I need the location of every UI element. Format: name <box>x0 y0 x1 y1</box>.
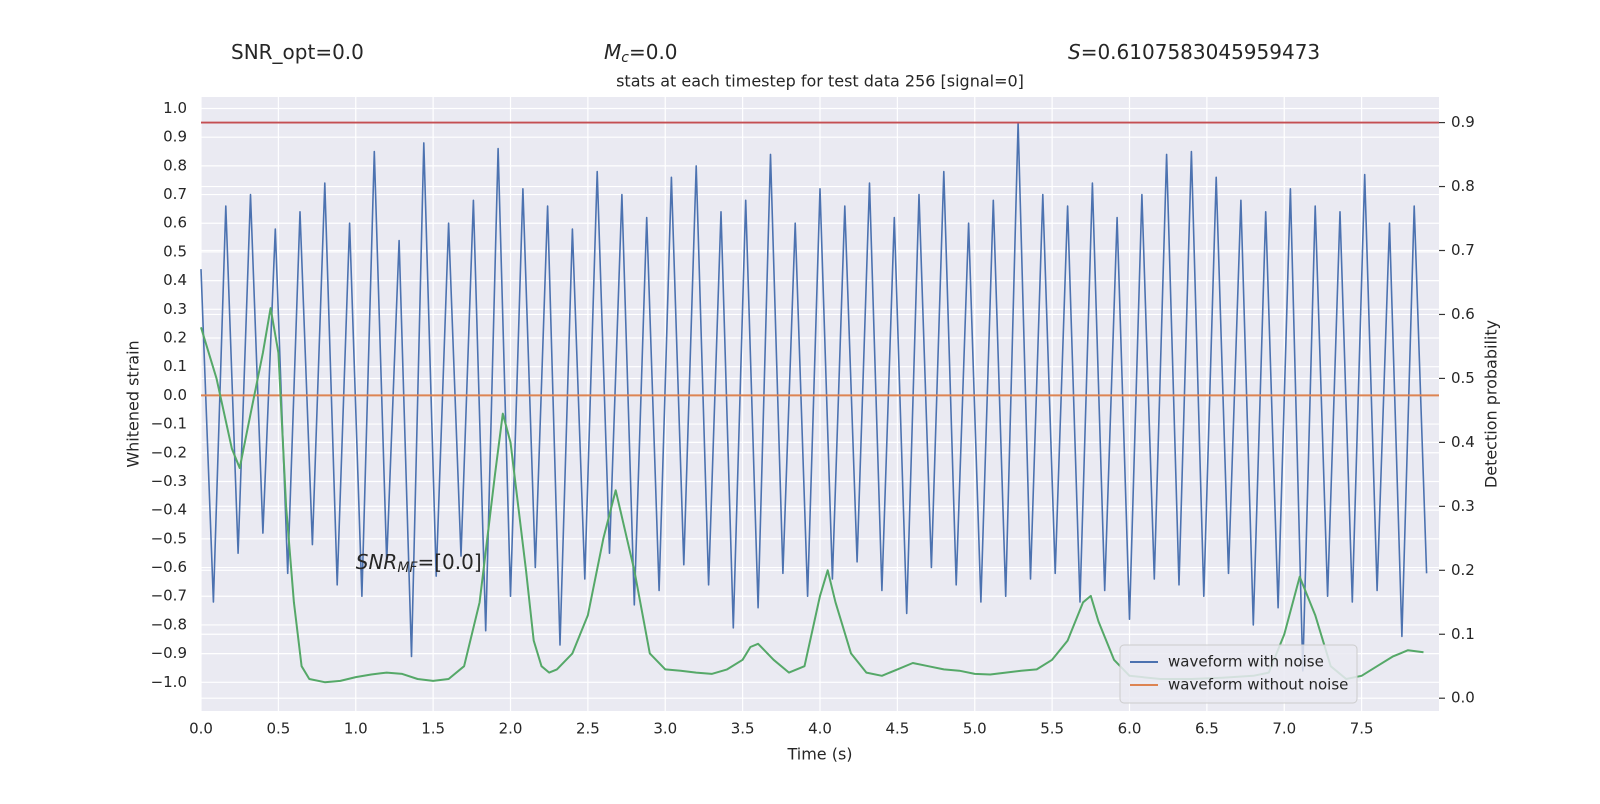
x-tick-label: 3.0 <box>653 720 677 738</box>
y-tick-label: 0.3 <box>163 300 187 318</box>
y-tick-label: 0.6 <box>163 214 187 232</box>
annotation-text: SNR_opt=0.0 <box>231 40 364 64</box>
annotation-var: SNR <box>356 550 398 574</box>
y-tick-label: 0.1 <box>163 357 187 375</box>
y2-tick-label: 0.6 <box>1451 305 1475 323</box>
y-tick-label: −0.1 <box>151 415 187 433</box>
x-tick-label: 6.0 <box>1118 720 1142 738</box>
x-tick-label: 1.5 <box>421 720 445 738</box>
x-tick-label: 2.5 <box>576 720 600 738</box>
annotation: S=0.6107583045959473 <box>1068 40 1320 64</box>
legend-label: waveform with noise <box>1168 653 1324 671</box>
y-tick-label: 0.2 <box>163 329 187 347</box>
y2-tick-label: 0.5 <box>1451 369 1475 387</box>
x-tick-label: 2.0 <box>499 720 523 738</box>
y-tick-label: 0.8 <box>163 156 187 174</box>
y2-tick-label: 0.9 <box>1451 113 1475 131</box>
annotation-rest: =0.0 <box>629 40 678 64</box>
y-tick-label: 0.4 <box>163 271 187 289</box>
chart-title: stats at each timestep for test data 256… <box>616 72 1024 91</box>
x-tick-label: 4.0 <box>808 720 832 738</box>
y-tick-label: 0.0 <box>163 386 187 404</box>
annotation-sub: c <box>621 50 629 66</box>
annotation-rest: =[0.0] <box>417 550 481 574</box>
annotation-var: M <box>604 40 621 64</box>
x-tick-label: 7.0 <box>1272 720 1296 738</box>
x-tick-label: 0.0 <box>189 720 213 738</box>
x-tick-label: 7.5 <box>1350 720 1374 738</box>
series-line <box>200 122 1428 672</box>
y-tick-label: −0.3 <box>151 472 187 490</box>
annotation-var: S <box>1068 40 1081 64</box>
x-axis-label: Time (s) <box>786 745 852 764</box>
y-tick-label: −0.7 <box>151 587 187 605</box>
y2-tick-label: 0.3 <box>1451 497 1475 515</box>
y-tick-label: −0.6 <box>151 558 187 576</box>
y-axis-label: Whitened strain <box>124 340 143 467</box>
annotation-rest: =0.6107583045959473 <box>1081 40 1320 64</box>
y-tick-label: −0.9 <box>151 644 187 662</box>
x-tick-label: 0.5 <box>266 720 290 738</box>
annotation: Mc=0.0 <box>604 40 678 67</box>
legend-box <box>1119 644 1358 704</box>
y2-tick-label: 0.1 <box>1451 625 1475 643</box>
y-tick-label: 0.5 <box>163 242 187 260</box>
y2-tick-label: 0.4 <box>1451 433 1475 451</box>
y2-tick-label: 0.8 <box>1451 177 1475 195</box>
y-tick-label: −0.8 <box>151 615 187 633</box>
y-tick-label: −1.0 <box>151 673 187 691</box>
annotation: SNRMF=[0.0] <box>356 550 482 577</box>
y-tick-label: 1.0 <box>163 99 187 117</box>
x-tick-label: 5.5 <box>1040 720 1064 738</box>
y-tick-label: −0.5 <box>151 529 187 547</box>
y2-tick-label: 0.0 <box>1451 689 1475 707</box>
y-tick-label: −0.2 <box>151 443 187 461</box>
y2-tick-label: 0.7 <box>1451 241 1475 259</box>
y-tick-label: 0.9 <box>163 128 187 146</box>
legend-label: waveform without noise <box>1168 676 1348 694</box>
annotation: SNR_opt=0.0 <box>231 40 364 64</box>
x-tick-label: 4.5 <box>885 720 909 738</box>
y2-axis-label: Detection probability <box>1482 320 1501 488</box>
y-tick-label: −0.4 <box>151 501 187 519</box>
x-tick-label: 1.0 <box>344 720 368 738</box>
x-tick-label: 3.5 <box>731 720 755 738</box>
y-tick-label: 0.7 <box>163 185 187 203</box>
x-tick-label: 5.0 <box>963 720 987 738</box>
y2-tick-label: 0.2 <box>1451 561 1475 579</box>
annotation-sub: MF <box>397 560 418 576</box>
x-tick-label: 6.5 <box>1195 720 1219 738</box>
